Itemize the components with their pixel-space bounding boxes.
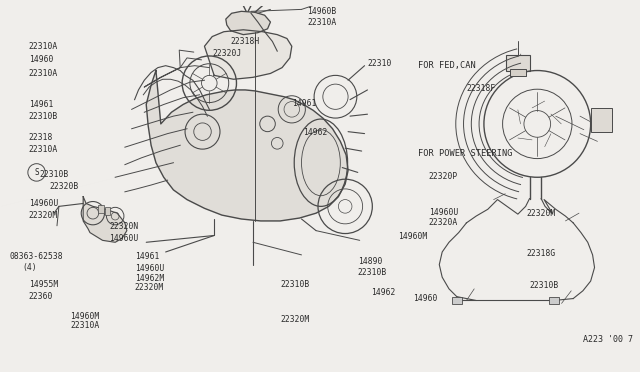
Text: FOR POWER STEERING: FOR POWER STEERING: [418, 148, 513, 157]
Text: 14960M: 14960M: [70, 311, 100, 321]
Text: 08363-62538: 08363-62538: [10, 252, 63, 262]
Text: 14960: 14960: [29, 55, 53, 64]
Text: 14960U: 14960U: [429, 208, 458, 217]
Text: 14961: 14961: [292, 99, 316, 108]
Polygon shape: [226, 11, 271, 35]
Text: 22310A: 22310A: [70, 321, 100, 330]
Text: 22320M: 22320M: [29, 211, 58, 219]
Text: 22320N: 22320N: [109, 222, 139, 231]
Bar: [591, 108, 612, 132]
Text: 14962M: 14962M: [134, 274, 164, 283]
Text: 22310: 22310: [367, 59, 392, 68]
Bar: [510, 68, 525, 76]
Text: 22310B: 22310B: [358, 268, 387, 277]
Text: 22320M: 22320M: [527, 209, 556, 218]
Text: 22310A: 22310A: [29, 42, 58, 51]
Text: 22318: 22318: [29, 133, 53, 142]
Bar: [452, 296, 461, 304]
Text: 14960: 14960: [413, 294, 438, 303]
Text: 22310A: 22310A: [29, 145, 58, 154]
Text: 22310B: 22310B: [29, 112, 58, 121]
Text: 22360: 22360: [29, 292, 53, 301]
Text: 14962: 14962: [371, 288, 396, 297]
Text: 22320B: 22320B: [49, 182, 79, 190]
Text: 22310B: 22310B: [280, 280, 309, 289]
Polygon shape: [147, 71, 348, 221]
Polygon shape: [83, 197, 127, 242]
Text: 22310B: 22310B: [529, 282, 559, 291]
Text: 22310B: 22310B: [40, 170, 68, 179]
Bar: [104, 207, 110, 215]
Text: 14890: 14890: [358, 257, 382, 266]
Bar: [506, 55, 529, 71]
Text: 22318G: 22318G: [527, 249, 556, 259]
Text: 14960U: 14960U: [29, 199, 58, 208]
Text: 22318H: 22318H: [230, 37, 260, 46]
Text: 14960B: 14960B: [307, 7, 337, 16]
Bar: [98, 205, 104, 213]
Text: 14960U: 14960U: [109, 234, 139, 243]
Text: S: S: [35, 168, 39, 177]
Text: 14955M: 14955M: [29, 280, 58, 289]
Text: 22320A: 22320A: [429, 218, 458, 227]
Text: 14960M: 14960M: [399, 232, 428, 241]
Text: 22318F: 22318F: [467, 84, 496, 93]
Text: 22320M: 22320M: [134, 283, 164, 292]
Text: 22320M: 22320M: [280, 315, 309, 324]
Bar: [549, 296, 559, 304]
Text: 14961: 14961: [134, 252, 159, 262]
Polygon shape: [204, 30, 292, 79]
Text: 14962: 14962: [303, 128, 328, 137]
Text: 22320J: 22320J: [212, 49, 241, 58]
Text: 14960U: 14960U: [134, 264, 164, 273]
Text: 22310A: 22310A: [29, 69, 58, 78]
Text: (4): (4): [22, 263, 36, 272]
Text: 14961: 14961: [29, 100, 53, 109]
Text: A223 '00 7: A223 '00 7: [583, 335, 633, 344]
Text: 22320P: 22320P: [429, 172, 458, 181]
Text: FOR FED,CAN: FOR FED,CAN: [418, 61, 476, 70]
Text: 22310A: 22310A: [307, 19, 337, 28]
